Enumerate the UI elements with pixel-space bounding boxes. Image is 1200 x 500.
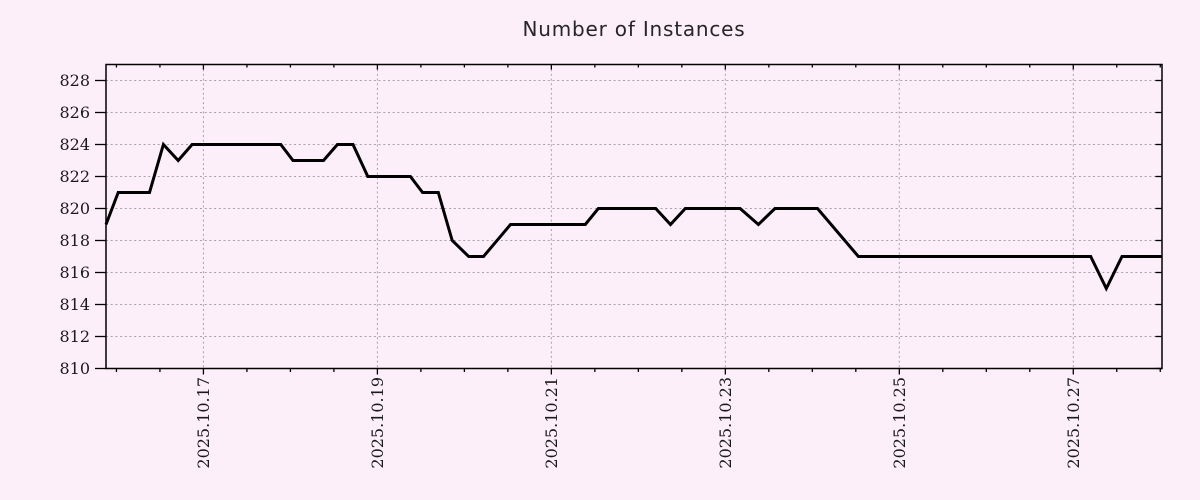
y-tick-label: 810 — [59, 359, 90, 378]
plot-frame — [105, 63, 1163, 370]
x-tick-label: 2025.10.19 — [368, 377, 387, 469]
y-tick-labels: 810 812 814 816 818 820 822 824 826 828 — [59, 71, 90, 378]
x-tick-label: 2025.10.17 — [194, 377, 213, 469]
x-tick-label: 2025.10.23 — [716, 377, 735, 469]
x-tick-labels: 2025.10.17 2025.10.19 2025.10.21 2025.10.23… — [194, 377, 1083, 469]
y-tick-label: 816 — [59, 263, 90, 282]
chart-title: Number of Instances — [522, 17, 746, 41]
y-tick-label: 828 — [59, 71, 90, 90]
y-tick-label: 814 — [59, 295, 90, 314]
gridlines — [106, 64, 1162, 369]
x-tick-label: 2025.10.27 — [1064, 377, 1083, 469]
y-tick-label: 812 — [59, 327, 90, 346]
x-tick-label: 2025.10.21 — [542, 377, 561, 469]
axis-ticks — [95, 64, 1162, 375]
y-tick-label: 822 — [59, 167, 90, 186]
y-tick-label: 820 — [59, 199, 90, 218]
y-tick-label: 826 — [59, 103, 90, 122]
y-tick-label: 818 — [59, 231, 90, 250]
x-tick-label: 2025.10.25 — [890, 377, 909, 469]
y-tick-label: 824 — [59, 135, 90, 154]
data-line — [104, 141, 1162, 292]
